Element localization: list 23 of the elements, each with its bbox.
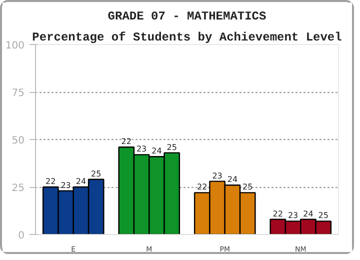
chart-subtitle: Percentage of Students by Achievement Level	[32, 30, 342, 44]
text: 23	[288, 211, 298, 220]
series-label: 24	[76, 177, 86, 186]
text: 25	[242, 182, 253, 192]
series-label: 22	[46, 177, 56, 186]
series-label: 25	[91, 169, 102, 178]
y-tick-label: 75	[12, 88, 25, 99]
chart-title: GRADE 07 - MATHEMATICS	[108, 10, 266, 24]
series-label: 23	[60, 180, 71, 190]
text: 22	[197, 182, 208, 192]
text: 22	[121, 137, 132, 146]
y-tick-label: 25	[12, 183, 25, 194]
text: 24	[152, 146, 162, 156]
text: 23	[212, 171, 222, 180]
y-tick-label: 0	[18, 230, 25, 242]
text: 24	[227, 175, 238, 184]
text: 24	[303, 209, 314, 218]
text: 22	[272, 209, 283, 218]
text: 23	[136, 144, 147, 154]
y-tick-label: 100	[5, 40, 25, 52]
text: 25	[166, 142, 177, 152]
y-tick-label: 50	[12, 136, 25, 146]
text: 25	[318, 211, 328, 220]
